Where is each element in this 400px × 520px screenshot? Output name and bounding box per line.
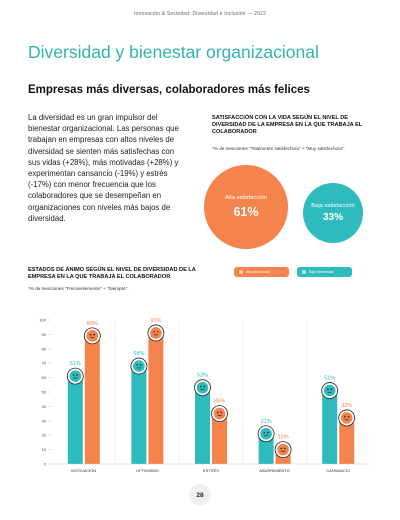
bar-low	[258, 433, 274, 464]
mood-face-mouth	[280, 450, 286, 452]
mood-face-eye	[89, 333, 92, 336]
mood-chart-note: *% de menciones "Frecuentemente" + "Siem…	[28, 286, 129, 291]
legend-low-swatch	[302, 270, 306, 274]
x-category-label: ABURRIMIENTO	[259, 468, 290, 473]
bar-value-label: 53%	[197, 373, 208, 379]
bar-high	[84, 335, 100, 464]
mood-face-icon	[69, 370, 82, 382]
legend-low-label: Baja diversidad	[309, 270, 334, 274]
page-header: Innovación & Sociedad: Diversidad e Incl…	[133, 11, 267, 17]
mood-face-eye	[347, 415, 350, 418]
legend-high-label: Alta diversidad	[246, 270, 270, 274]
chart-legend: Alta diversidad Baja diversidad	[234, 267, 352, 277]
x-category-label: ESTRÉS	[203, 468, 219, 473]
mood-face-eye	[139, 364, 142, 366]
mood-face-mouth	[153, 334, 159, 336]
mood-face-eye	[76, 374, 78, 376]
mood-face-mouth	[90, 336, 95, 339]
low-satisfaction-label: Baja satisfacción	[311, 203, 355, 209]
satisfaction-note: *% de menciones "Totalmente satisfecho/a…	[212, 146, 345, 151]
bar-high	[339, 417, 355, 464]
bar-value-label: 68%	[133, 351, 144, 357]
mood-face-eye	[136, 364, 138, 366]
mood-face-icon	[260, 427, 272, 440]
high-satisfaction-value: 61%	[233, 205, 259, 219]
mood-face-icon	[150, 327, 162, 339]
y-tick-label: 90	[42, 332, 47, 337]
y-tick-label: 80	[42, 346, 47, 351]
mood-face-mouth	[217, 414, 222, 416]
x-category-label: MOTIVACIÓN	[71, 468, 96, 473]
mood-face-mouth	[263, 434, 269, 437]
y-tick-label: 30	[42, 418, 47, 423]
body-paragraph: La diversidad es un gran impulsor del bi…	[28, 113, 179, 223]
bar-low	[67, 376, 83, 464]
mood-face-eye	[284, 447, 286, 450]
mood-face-icon	[277, 443, 289, 456]
mood-face-eye	[263, 431, 266, 434]
bar-high	[148, 332, 164, 464]
mood-face-mouth	[344, 418, 349, 421]
y-tick-label: 10	[42, 447, 47, 452]
y-tick-label: 100	[39, 318, 46, 323]
bar-value-label: 35%	[214, 399, 225, 405]
bar-low	[131, 366, 147, 464]
y-tick-label: 40	[42, 404, 47, 409]
high-satisfaction-circle: Alta satisfacción 61%	[204, 165, 288, 249]
mood-face-mouth	[327, 391, 332, 393]
y-tick-label: 0	[44, 462, 47, 467]
bar-value-label: 32%	[341, 403, 352, 409]
page-number: 28	[189, 484, 211, 506]
bar-value-label: 91%	[150, 318, 161, 324]
main-title: Diversidad y bienestar organizacional	[28, 42, 319, 62]
mood-face-eye	[280, 447, 283, 450]
y-tick-label: 70	[42, 361, 47, 366]
legend-high-swatch	[239, 270, 243, 274]
mood-face-eye	[156, 330, 159, 333]
mood-face-icon	[133, 360, 145, 372]
mood-face-mouth	[200, 388, 205, 391]
y-tick-label: 60	[42, 375, 47, 380]
mood-face-mouth	[73, 377, 78, 379]
x-category-label: CANSANCIO	[326, 468, 350, 473]
bar-value-label: 21%	[261, 419, 272, 425]
mood-face-icon	[196, 381, 209, 394]
y-tick-label: 20	[42, 433, 47, 438]
mood-face-icon	[86, 330, 99, 342]
mood-chart-title: ESTADOS DE ÁNIMO SEGÚN EL NIVEL DE DIVER…	[28, 267, 196, 281]
mood-face-eye	[199, 385, 202, 388]
bar-low	[195, 387, 210, 464]
mood-face-eye	[203, 385, 206, 388]
low-satisfaction-circle: Baja satisfacción 33%	[303, 183, 363, 243]
bar-value-label: 51%	[324, 376, 335, 382]
mood-face-eye	[267, 431, 269, 434]
mood-face-mouth	[136, 367, 142, 369]
bar-low	[322, 390, 338, 464]
bar-value-label: 61%	[70, 361, 81, 367]
y-tick-label: 50	[42, 390, 47, 395]
mood-bar-chart: 0 10 20 30 40 50 60 70 80 90 100 61% 89% MOTIVACIÓN 68…	[39, 318, 370, 473]
bar-value-label: 10%	[278, 435, 289, 441]
mood-face-eye	[330, 388, 333, 391]
high-satisfaction-label: Alta satisfacción	[225, 195, 267, 201]
section-subtitle: Empresas más diversas, colaboradores más…	[28, 84, 310, 96]
mood-face-icon	[340, 412, 353, 424]
mood-face-icon	[323, 384, 336, 397]
mood-face-eye	[216, 411, 219, 414]
mood-face-icon	[213, 407, 226, 420]
mood-face-eye	[72, 374, 75, 376]
legend-high-diversity: Alta diversidad	[234, 267, 289, 277]
mood-face-eye	[327, 388, 329, 391]
mood-face-eye	[220, 411, 223, 414]
mood-face-eye	[153, 330, 155, 333]
mood-face-eye	[344, 415, 346, 418]
bar-high	[212, 413, 227, 464]
mood-face-eye	[93, 333, 95, 336]
bar-value-label: 89%	[87, 321, 98, 327]
satisfaction-title: SATISFACCIÓN CON LA VIDA SEGÚN EL NIVEL …	[212, 115, 363, 136]
legend-low-diversity: Baja diversidad	[297, 267, 352, 277]
low-satisfaction-value: 33%	[322, 212, 343, 223]
x-category-label: OPTIMISMO	[136, 468, 159, 473]
